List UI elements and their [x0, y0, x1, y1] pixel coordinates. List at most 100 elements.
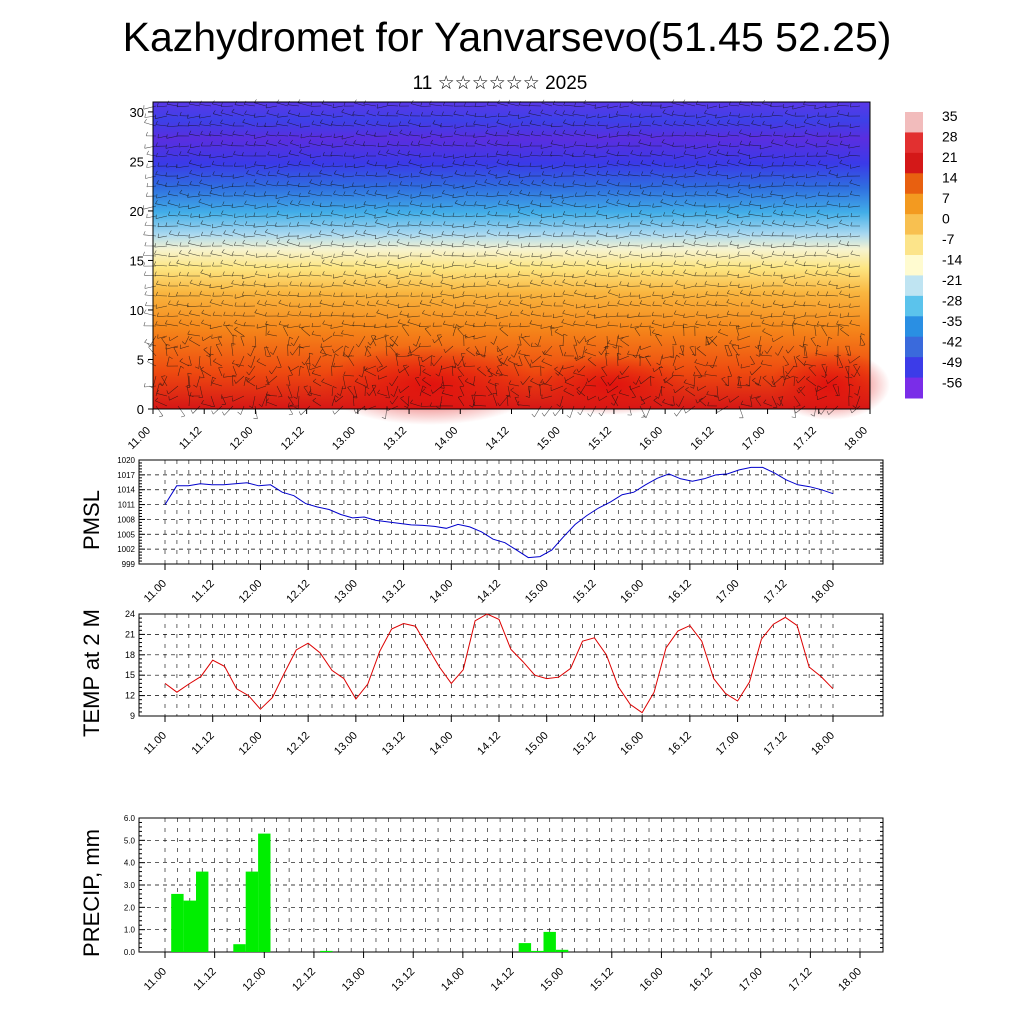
colorbar-label: 0 [942, 211, 950, 227]
y-tick-label: 18 [125, 650, 135, 660]
colorbar-label: -56 [942, 375, 962, 391]
y-tick-label: 5 [137, 352, 144, 367]
x-tick-label: 11.12 [189, 578, 216, 605]
y-tick-label: 25 [130, 154, 144, 169]
y-tick-label: 1008 [117, 515, 135, 524]
y-tick-label: 1005 [117, 530, 135, 539]
chart-subtitle: 11 ☆☆☆☆☆☆ 2025 [412, 73, 588, 94]
wind-barb-paths [142, 99, 866, 420]
y-tick-label: 30 [130, 105, 144, 120]
colorbar-label: -14 [942, 252, 962, 268]
colorbar-swatch [905, 377, 923, 399]
x-tick-label: 17.00 [740, 425, 768, 453]
colorbar-swatch [905, 193, 923, 215]
x-tick-label: 16.12 [687, 966, 715, 994]
x-tick-label: 14.12 [489, 966, 517, 994]
colorbar-label: 28 [942, 129, 958, 145]
pmsl-panel: 999 1002 1005 1008 1011 1014 1017 1020 11.00 11.1… [79, 456, 884, 606]
x-tick-label: 14.12 [475, 730, 503, 758]
x-tick-label: 17.00 [714, 730, 742, 758]
y-axis-title: PMSL [79, 490, 104, 550]
x-tick-label: 13.00 [332, 578, 360, 606]
colorbar-label: -28 [942, 293, 962, 309]
x-tick-label: 16.12 [666, 730, 694, 758]
precip-bar [233, 944, 246, 952]
x-tick-label: 16.12 [666, 578, 694, 606]
y-tick-label: 0 [137, 402, 144, 417]
precip-bar [518, 943, 532, 952]
y-tick-label: 15 [125, 670, 135, 680]
colorbar-swatch [905, 214, 923, 236]
colorbar-label: -7 [942, 231, 955, 247]
x-tick-label: 12.12 [290, 966, 318, 994]
precip-bar [258, 833, 271, 952]
x-tick-label: 16.12 [689, 425, 717, 453]
x-tick-label: 15.12 [588, 966, 616, 994]
colorbar-swatch [905, 112, 923, 133]
x-tick-label: 11.12 [189, 730, 216, 757]
x-tick-label: 15.12 [571, 578, 599, 606]
x-tick-label: 13.12 [381, 425, 409, 453]
y-tick-label: 10 [130, 303, 144, 318]
x-tick-label: 14.00 [432, 425, 460, 453]
colorbar-swatch [905, 132, 923, 154]
cross-section-panel: 0 5 10 15 20 25 30 11.00 11.12 12.00 12.12 13.00 13.… [126, 99, 890, 453]
colorbar-swatch [905, 275, 923, 297]
x-tick-label: 12.12 [284, 730, 312, 758]
colorbar-label: 21 [942, 149, 958, 165]
colorbar-swatch [905, 234, 923, 256]
x-tick-label: 13.00 [340, 966, 368, 994]
chart-title: Kazhydromet for Yanvarsevo(51.45 52.25) [122, 14, 892, 60]
y-tick-label: 1.0 [124, 926, 136, 935]
x-tick-label: 14.00 [439, 966, 467, 994]
panel-frame [138, 459, 884, 565]
colorbar: 35 28 21 14 7 0 -7 -14 -21 -28 -35 -42 -49 -56 [905, 108, 962, 399]
wind-barbs [142, 99, 866, 420]
precip-bar [555, 949, 569, 952]
x-tick-label: 14.12 [475, 578, 503, 606]
y-tick-label: 1014 [117, 486, 135, 495]
x-tick-label: 16.00 [638, 966, 666, 994]
colorbar-label: 7 [942, 190, 950, 206]
y-tick-label: 6.0 [124, 814, 136, 823]
x-tick-label: 17.12 [787, 966, 815, 994]
colorbar-label: -35 [942, 313, 962, 329]
x-tick-label: 15.00 [523, 730, 551, 758]
x-tick-label: 15.12 [571, 730, 599, 758]
y-tick-label: 20 [130, 204, 144, 219]
series-line [164, 613, 834, 714]
y-tick-label: 2.0 [124, 903, 136, 912]
x-tick-label: 13.12 [389, 966, 417, 994]
x-tick-label: 11.00 [142, 578, 169, 605]
colorbar-label: 14 [942, 170, 958, 186]
y-tick-label: 0.0 [124, 948, 136, 957]
y-axis-title: PRECIP, mm [79, 829, 104, 957]
x-tick-label: 11.00 [142, 730, 169, 757]
x-tick-label: 13.12 [380, 578, 408, 606]
y-tick-label: 9 [130, 711, 135, 721]
x-tick-label: 17.12 [761, 578, 789, 606]
x-tick-label: 11.12 [191, 966, 218, 993]
x-tick-label: 17.12 [791, 425, 819, 453]
x-tick-label: 15.00 [535, 425, 563, 453]
x-tick-label: 17.12 [761, 730, 789, 758]
x-tick-label: 12.00 [240, 966, 268, 994]
series-line [164, 466, 834, 559]
y-tick-label: 5.0 [124, 836, 136, 845]
x-tick-label: 14.12 [484, 425, 512, 453]
y-tick-label: 21 [125, 629, 135, 639]
y-tick-label: 999 [122, 560, 136, 569]
precip-bar [320, 950, 333, 952]
x-tick-label: 11.00 [126, 425, 153, 452]
panel-frame [138, 613, 884, 717]
x-tick-label: 15.00 [538, 966, 566, 994]
x-tick-label: 12.12 [279, 425, 307, 453]
precip-bar [196, 871, 209, 952]
x-tick-label: 16.00 [618, 730, 646, 758]
colorbar-swatch [905, 336, 923, 358]
precip-bar [245, 871, 259, 952]
y-tick-label: 15 [130, 253, 144, 268]
colorbar-swatch [905, 173, 923, 195]
y-tick-label: 24 [125, 609, 135, 619]
